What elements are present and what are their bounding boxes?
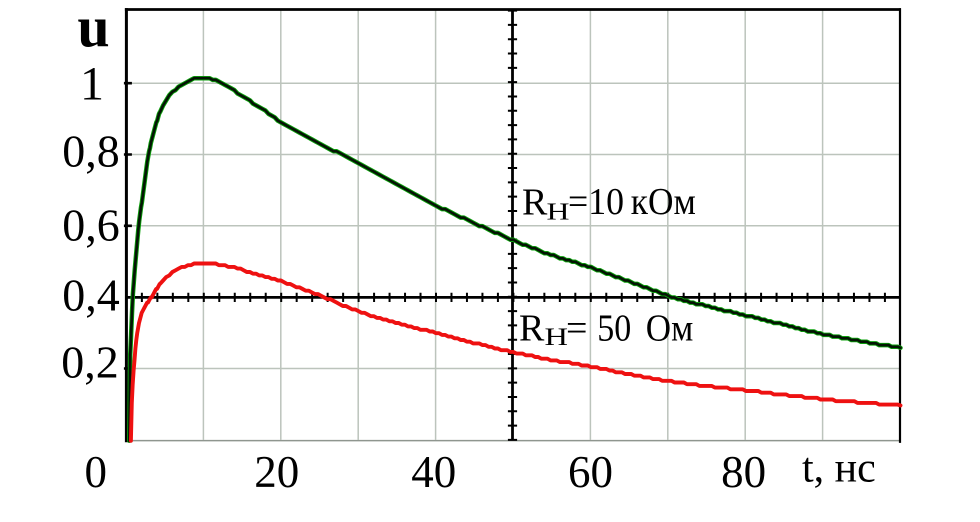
svg-text:0: 0: [84, 447, 107, 497]
svg-text:R: R: [522, 181, 548, 223]
svg-text:80: 80: [721, 447, 766, 497]
svg-text:40: 40: [411, 447, 456, 497]
svg-text:Ом: Ом: [646, 308, 694, 350]
svg-text:0,6: 0,6: [62, 200, 120, 251]
svg-text:Н: Н: [547, 200, 570, 226]
svg-text:0,8: 0,8: [62, 126, 120, 177]
svg-text:R: R: [519, 308, 545, 350]
svg-text:=10: =10: [568, 181, 624, 223]
svg-text:60: 60: [568, 447, 613, 497]
svg-text:t, нс: t, нс: [802, 446, 876, 492]
svg-text:0,4: 0,4: [62, 270, 120, 321]
svg-text:кОм: кОм: [631, 181, 696, 223]
svg-text:0,2: 0,2: [61, 337, 119, 388]
svg-text:u: u: [77, 0, 109, 60]
svg-text:50: 50: [597, 308, 631, 350]
svg-text:=: =: [566, 308, 587, 350]
svg-text:20: 20: [254, 447, 299, 497]
svg-text:1: 1: [80, 57, 104, 110]
svg-text:Н: Н: [545, 324, 569, 351]
